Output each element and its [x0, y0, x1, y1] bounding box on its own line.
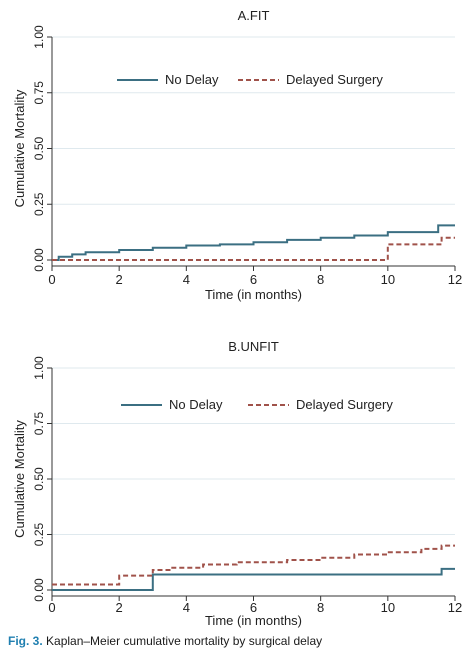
legend-label-delayed-surgery: Delayed Surgery — [296, 397, 393, 412]
y-axis-label: Cumulative Mortality — [12, 89, 27, 207]
panel-a-fit: A.FIT 0.00 0.25 0.50 0.75 1.00 0 2 4 6 8 10 12 Time (… — [12, 8, 462, 302]
series-delayed-surgery-line — [52, 544, 455, 586]
series-delayed-surgery-line — [52, 236, 455, 261]
x-tick-label: 0 — [48, 272, 55, 287]
x-tick-label: 6 — [250, 272, 257, 287]
panel-b-unfit: B.UNFIT 0.00 0.25 0.50 0.75 1.00 0 2 4 6 8 10 12 Time… — [12, 339, 462, 628]
x-tick-label: 12 — [448, 272, 462, 287]
x-tick-label: 2 — [116, 272, 123, 287]
x-tick-label: 8 — [317, 272, 324, 287]
x-axis-label: Time (in months) — [205, 287, 302, 302]
caption-text: Kaplan–Meier cumulative mortality by sur… — [46, 634, 323, 648]
y-tick-label: 0.50 — [32, 467, 46, 491]
y-tick-label: 0.00 — [32, 578, 46, 602]
y-tick-label: 1.00 — [32, 356, 46, 380]
y-tick-label: 0.50 — [32, 136, 46, 160]
y-tick-label: 0.00 — [32, 248, 46, 272]
series-no-delay-line — [52, 567, 455, 591]
x-tick-label: 12 — [448, 600, 462, 615]
x-tick-label: 0 — [48, 600, 55, 615]
y-tick-label: 1.00 — [32, 25, 46, 49]
caption-label: Fig. 3. — [8, 634, 43, 648]
y-axis-label: Cumulative Mortality — [12, 420, 27, 538]
figure: A.FIT 0.00 0.25 0.50 0.75 1.00 0 2 4 6 8 10 12 Time (… — [12, 8, 462, 628]
y-tick-label: 0.25 — [32, 192, 46, 216]
y-tick-label: 0.75 — [32, 411, 46, 435]
x-tick-label: 6 — [250, 600, 257, 615]
y-tick-label: 0.25 — [32, 522, 46, 546]
x-tick-label: 4 — [183, 600, 190, 615]
legend-label-no-delay: No Delay — [165, 72, 219, 87]
panel-title: A.FIT — [238, 8, 270, 23]
figure-caption: Fig. 3. Kaplan–Meier cumulative mortalit… — [8, 634, 468, 651]
legend-label-delayed-surgery: Delayed Surgery — [286, 72, 383, 87]
x-tick-label: 10 — [381, 600, 395, 615]
panel-title: B.UNFIT — [228, 339, 279, 354]
y-tick-label: 0.75 — [32, 81, 46, 105]
series-no-delay-line — [52, 224, 455, 261]
x-tick-label: 2 — [116, 600, 123, 615]
legend-label-no-delay: No Delay — [169, 397, 223, 412]
x-tick-label: 8 — [317, 600, 324, 615]
x-axis-label: Time (in months) — [205, 613, 302, 628]
x-tick-label: 10 — [381, 272, 395, 287]
x-tick-label: 4 — [183, 272, 190, 287]
